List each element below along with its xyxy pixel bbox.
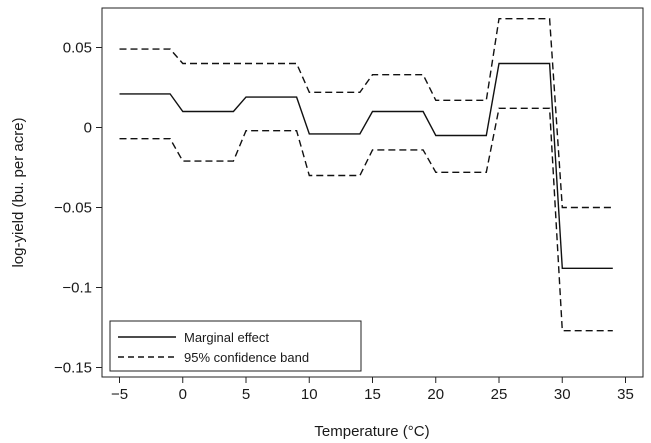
legend-label-confidence-band: 95% confidence band — [184, 350, 309, 365]
y-tick-label: 0 — [84, 120, 92, 137]
x-tick-label: 25 — [491, 386, 508, 403]
series-confidence-band-lower — [119, 107, 613, 332]
y-axis: 0.05 0 −0.05 −0.1 −0.15 — [54, 40, 102, 377]
x-tick-label: 0 — [179, 386, 187, 403]
x-tick-label: 10 — [301, 386, 318, 403]
series-layer — [119, 18, 613, 332]
x-tick-label: 15 — [364, 386, 381, 403]
x-tick-label: 5 — [242, 386, 250, 403]
y-tick-label: 0.05 — [63, 40, 92, 57]
legend: Marginal effect 95% confidence band — [109, 320, 362, 372]
legend-box — [109, 320, 362, 372]
y-tick-label: −0.05 — [54, 200, 92, 217]
y-tick-label: −0.15 — [54, 360, 92, 377]
x-tick-label: 20 — [427, 386, 444, 403]
y-axis-label: log-yield (bu. per acre) — [10, 117, 27, 267]
x-tick-label: 30 — [554, 386, 571, 403]
x-tick-label: −5 — [111, 386, 128, 403]
x-axis: −5 0 5 10 15 20 25 30 35 — [111, 377, 634, 403]
legend-label-marginal-effect: Marginal effect — [184, 330, 269, 345]
x-axis-label: Temperature (°C) — [314, 423, 429, 440]
series-confidence-band-upper — [119, 18, 613, 209]
y-tick-label: −0.1 — [62, 280, 92, 297]
series-marginal-effect — [119, 62, 613, 269]
x-tick-label: 35 — [617, 386, 634, 403]
